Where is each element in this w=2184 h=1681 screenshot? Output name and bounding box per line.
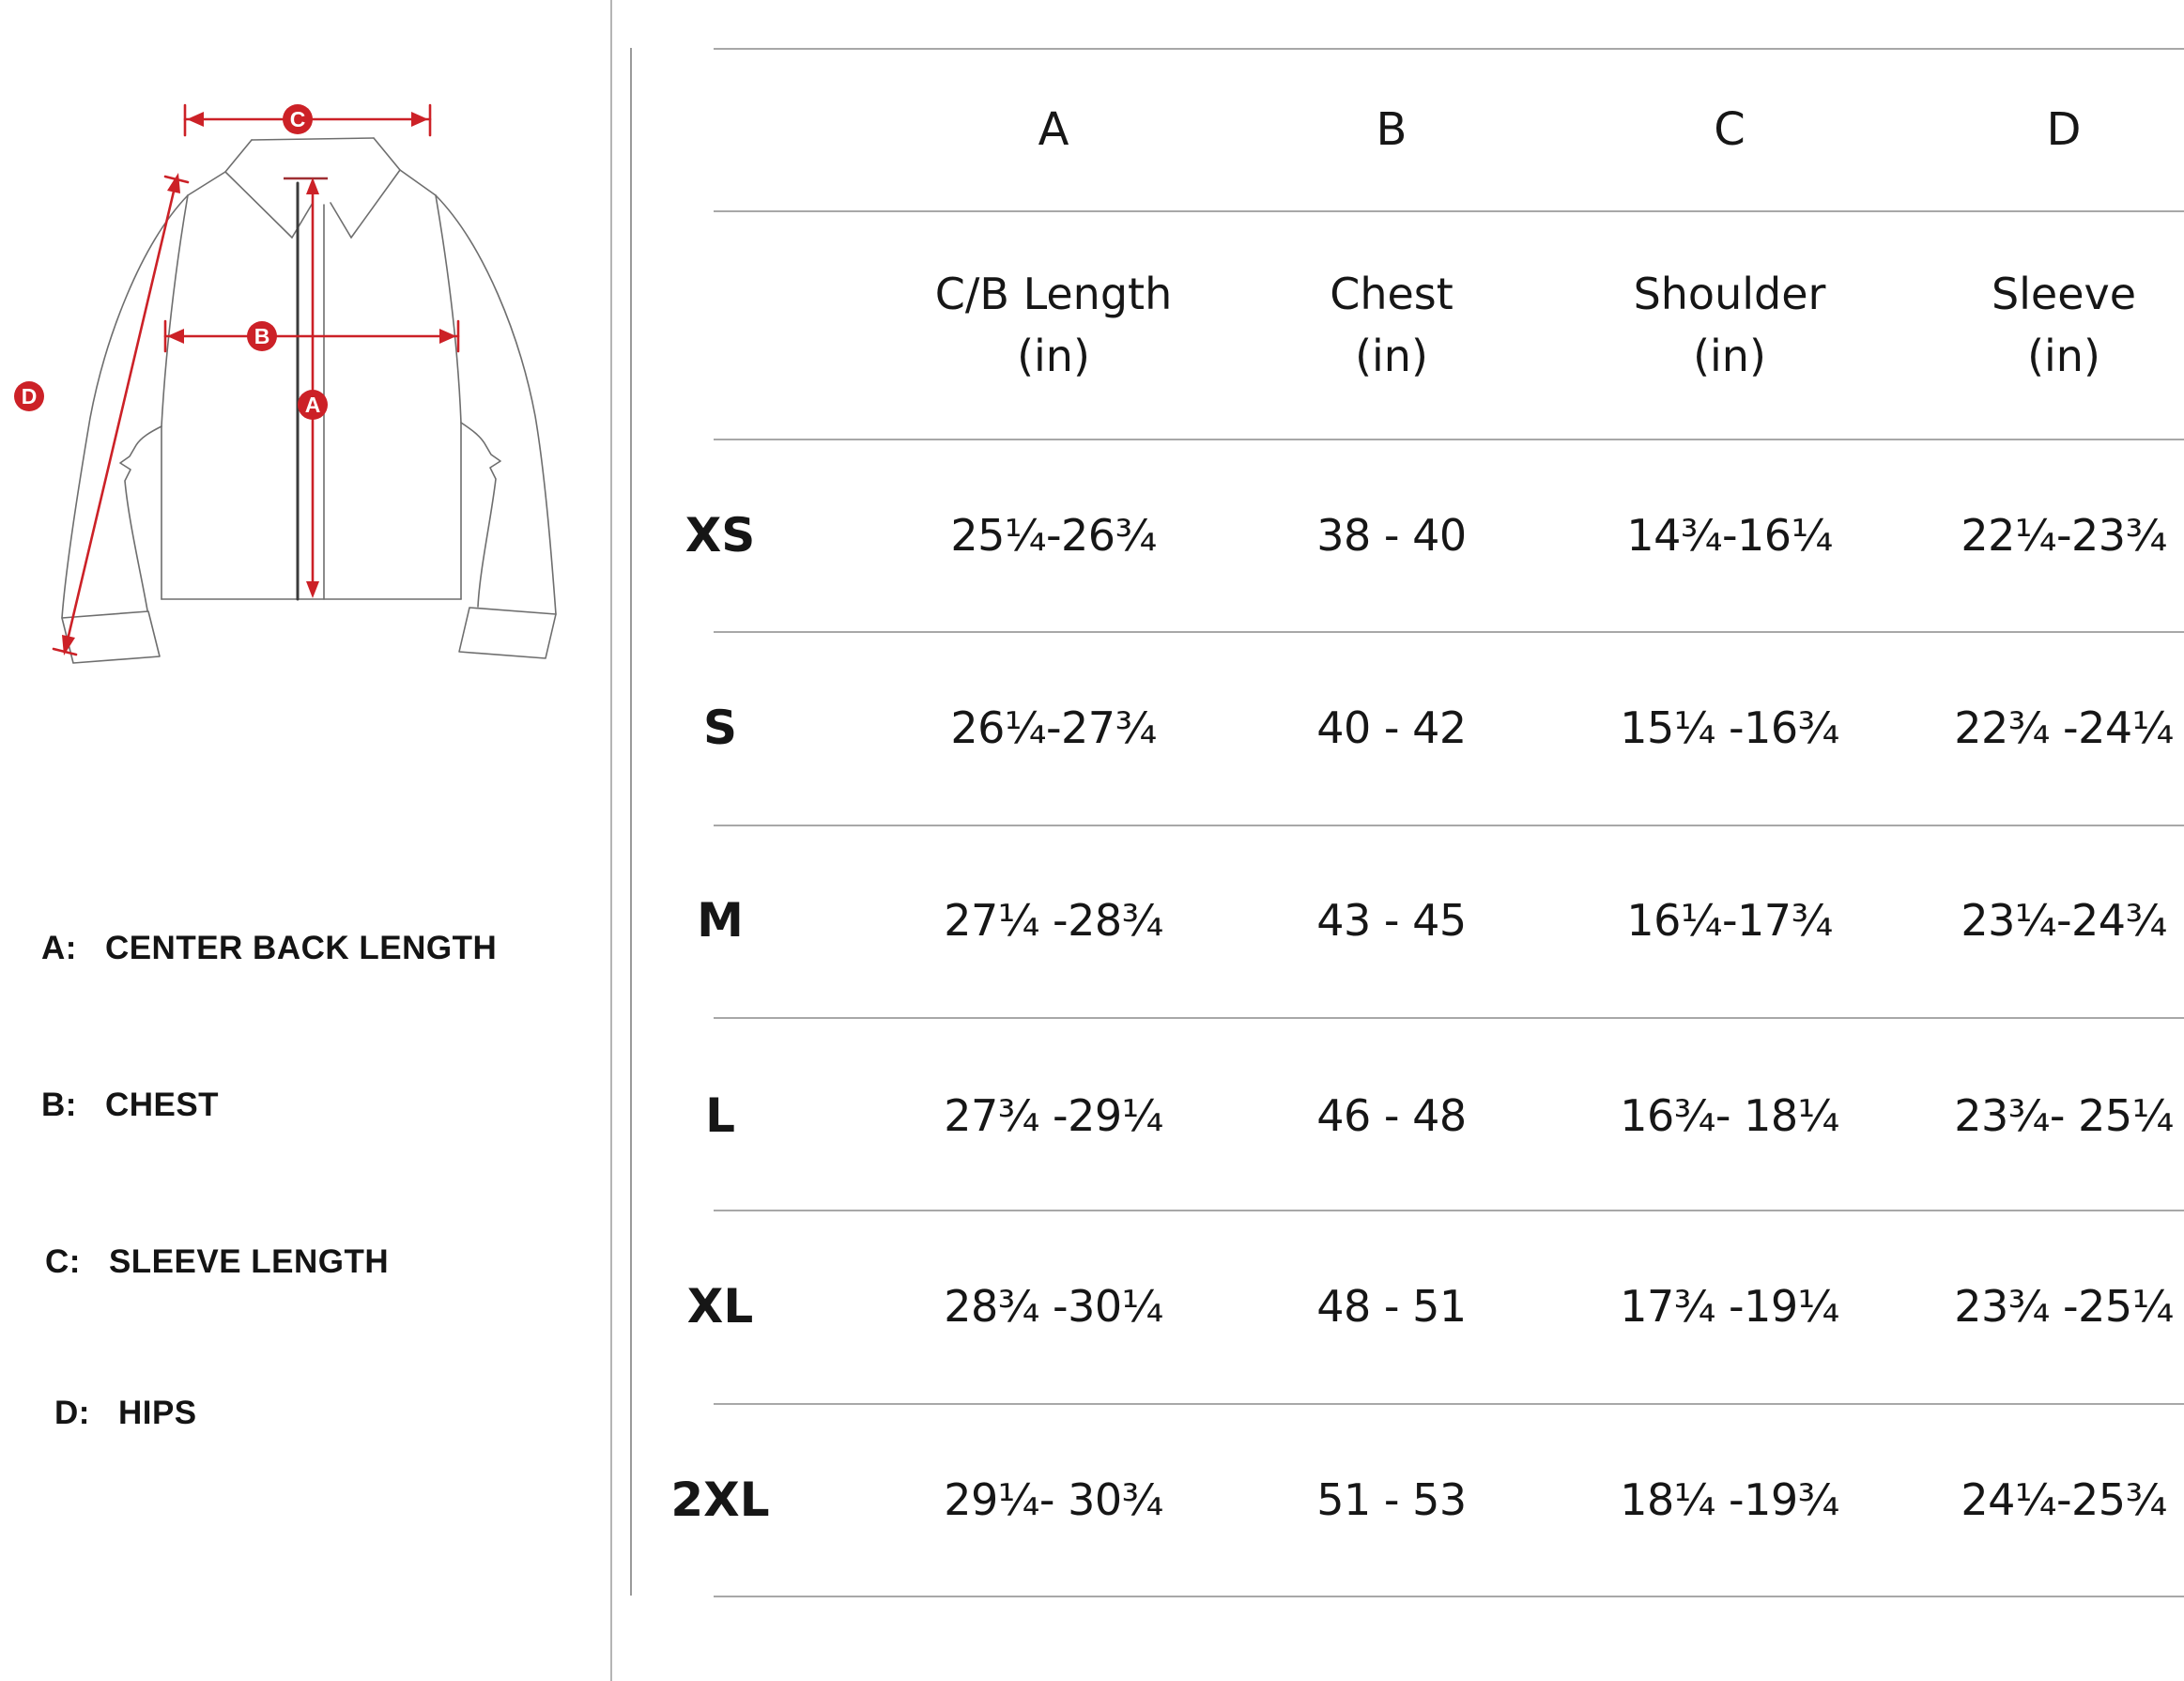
sleeve-value: 23¾ -25¼ bbox=[1954, 1281, 2174, 1332]
size-label: 2XL bbox=[670, 1473, 770, 1527]
size-label: M bbox=[697, 893, 744, 948]
legend-item-b: B: CHEST bbox=[41, 1082, 219, 1129]
table-rule bbox=[714, 439, 2184, 440]
sleeve-value: 22¾ -24¼ bbox=[1954, 702, 2174, 753]
cb-length-value: 27¾ -29¼ bbox=[944, 1090, 1163, 1141]
legend-item-c: C: SLEEVE LENGTH bbox=[45, 1239, 389, 1286]
column-letter-a: A bbox=[1038, 103, 1069, 156]
column-letter-b: B bbox=[1376, 103, 1407, 156]
column-letters-row: A B C D bbox=[631, 83, 2184, 177]
column-unit: (in) bbox=[1017, 331, 1090, 381]
table-header-row: C/B Length (in) Chest (in) Shoulder (in)… bbox=[631, 231, 2184, 419]
shoulder-value: 14¾-16¼ bbox=[1626, 510, 1833, 561]
measure-arrow-b bbox=[163, 319, 460, 353]
cb-length-value: 25¼-26¾ bbox=[950, 510, 1157, 561]
legend-item-d: D: HIPS bbox=[54, 1390, 197, 1437]
size-label: L bbox=[705, 1088, 735, 1143]
column-name: Sleeve bbox=[1991, 269, 2137, 319]
svg-text:C: C bbox=[290, 107, 306, 131]
measurement-arrows bbox=[52, 103, 460, 656]
column-letter-d: D bbox=[2046, 103, 2082, 156]
legend-label: CENTER BACK LENGTH bbox=[104, 930, 498, 966]
sleeve-value: 24¼-25¾ bbox=[1961, 1474, 2167, 1525]
svg-text:B: B bbox=[254, 324, 270, 348]
marker-badge-d: D bbox=[14, 381, 44, 411]
measure-arrow-a bbox=[306, 177, 319, 598]
jacket-outline-icon bbox=[61, 137, 557, 664]
table-row-l: L 27¾ -29¼ 46 - 48 16¾- 18¼ 23¾- 25¼ bbox=[631, 1064, 2184, 1167]
column-letter-c: C bbox=[1714, 103, 1746, 156]
column-name: Shoulder bbox=[1633, 269, 1826, 319]
column-header-shoulder: Shoulder (in) bbox=[1551, 263, 1908, 387]
legend-label: SLEEVE LENGTH bbox=[108, 1243, 390, 1280]
size-label: XS bbox=[684, 508, 756, 563]
chest-value: 43 - 45 bbox=[1316, 895, 1467, 946]
shoulder-value: 18¼ -19¾ bbox=[1620, 1474, 1839, 1525]
column-unit: (in) bbox=[2027, 331, 2100, 381]
legend-label: CHEST bbox=[104, 1087, 220, 1123]
measure-arrow-d bbox=[52, 173, 190, 656]
column-name: C/B Length bbox=[934, 269, 1173, 319]
cb-length-value: 28¾ -30¼ bbox=[944, 1281, 1163, 1332]
table-left-border bbox=[630, 48, 632, 1596]
legend-key: A: bbox=[41, 930, 77, 966]
sleeve-value: 22¼-23¾ bbox=[1961, 510, 2167, 561]
chest-value: 40 - 42 bbox=[1316, 702, 1467, 753]
legend-key: D: bbox=[54, 1395, 90, 1431]
cb-length-value: 26¼-27¾ bbox=[950, 702, 1157, 753]
table-rule bbox=[714, 1210, 2184, 1211]
marker-badges: C A B D bbox=[14, 104, 328, 420]
legend-item-a: A: CENTER BACK LENGTH bbox=[41, 925, 497, 972]
column-unit: (in) bbox=[1693, 331, 1766, 381]
marker-badge-b: B bbox=[247, 321, 277, 351]
table-rule bbox=[714, 825, 2184, 826]
panel-divider bbox=[610, 0, 612, 1681]
svg-text:A: A bbox=[305, 393, 321, 417]
size-label: S bbox=[702, 701, 737, 755]
legend-key: B: bbox=[41, 1087, 77, 1123]
jacket-measurement-diagram: C A B D bbox=[14, 103, 557, 664]
shoulder-value: 16¾- 18¼ bbox=[1620, 1090, 1839, 1141]
svg-text:D: D bbox=[22, 384, 38, 409]
chest-value: 38 - 40 bbox=[1316, 510, 1467, 561]
table-rule bbox=[714, 1403, 2184, 1405]
cb-length-value: 29¼- 30¾ bbox=[944, 1474, 1163, 1525]
shoulder-value: 17¾ -19¼ bbox=[1620, 1281, 1839, 1332]
column-unit: (in) bbox=[1355, 331, 1428, 381]
chest-value: 51 - 53 bbox=[1316, 1474, 1467, 1525]
chest-value: 48 - 51 bbox=[1316, 1281, 1467, 1332]
table-rule bbox=[714, 48, 2184, 50]
sleeve-value: 23¾- 25¼ bbox=[1954, 1090, 2174, 1141]
cb-length-value: 27¼ -28¾ bbox=[944, 895, 1163, 946]
legend-key: C: bbox=[45, 1243, 81, 1280]
column-header-sleeve: Sleeve (in) bbox=[1908, 263, 2184, 387]
marker-badge-c: C bbox=[283, 104, 313, 134]
table-row-xl: XL 28¾ -30¼ 48 - 51 17¾ -19¼ 23¾ -25¼ bbox=[631, 1255, 2184, 1358]
table-rule bbox=[714, 631, 2184, 633]
table-row-xs: XS 25¼-26¾ 38 - 40 14¾-16¼ 22¼-23¾ bbox=[631, 484, 2184, 587]
table-rule bbox=[714, 1017, 2184, 1019]
shoulder-value: 16¼-17¾ bbox=[1626, 895, 1833, 946]
table-row-m: M 27¼ -28¾ 43 - 45 16¼-17¾ 23¼-24¾ bbox=[631, 869, 2184, 972]
table-row-2xl: 2XL 29¼- 30¾ 51 - 53 18¼ -19¾ 24¼-25¾ bbox=[631, 1448, 2184, 1551]
table-rule bbox=[714, 210, 2184, 212]
sleeve-value: 23¼-24¾ bbox=[1961, 895, 2167, 946]
column-name: Chest bbox=[1330, 269, 1453, 319]
column-header-chest: Chest (in) bbox=[1232, 263, 1551, 387]
marker-badge-a: A bbox=[298, 390, 328, 420]
column-header-cb-length: C/B Length (in) bbox=[875, 263, 1232, 387]
chest-value: 46 - 48 bbox=[1316, 1090, 1467, 1141]
table-row-s: S 26¼-27¾ 40 - 42 15¼ -16¾ 22¾ -24¼ bbox=[631, 676, 2184, 779]
table-rule bbox=[714, 1596, 2184, 1597]
shoulder-value: 15¼ -16¾ bbox=[1620, 702, 1839, 753]
legend-label: HIPS bbox=[117, 1395, 197, 1431]
size-label: XL bbox=[686, 1279, 754, 1334]
